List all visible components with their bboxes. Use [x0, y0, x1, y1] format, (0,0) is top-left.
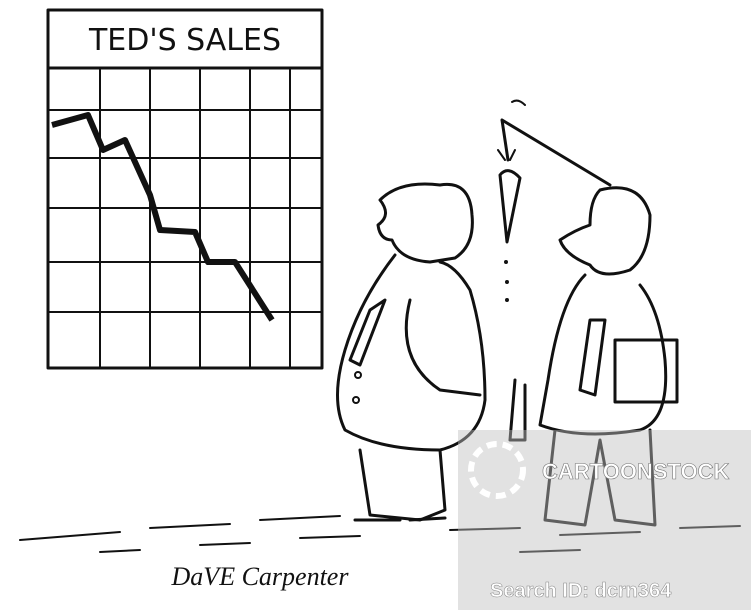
- watermark-search-id: Search ID: dcrn364: [490, 580, 672, 602]
- watermark-brand: CARTOONSTOCK: [542, 459, 730, 484]
- cartoon: TED'S SALES DaVE Carpenter CARTOONSTOCK …: [0, 0, 751, 610]
- signature: DaVE Carpenter: [171, 562, 350, 591]
- chart-title: TED'S SALES: [88, 23, 281, 58]
- watermark: CARTOONSTOCK Search ID: dcrn364: [458, 430, 751, 610]
